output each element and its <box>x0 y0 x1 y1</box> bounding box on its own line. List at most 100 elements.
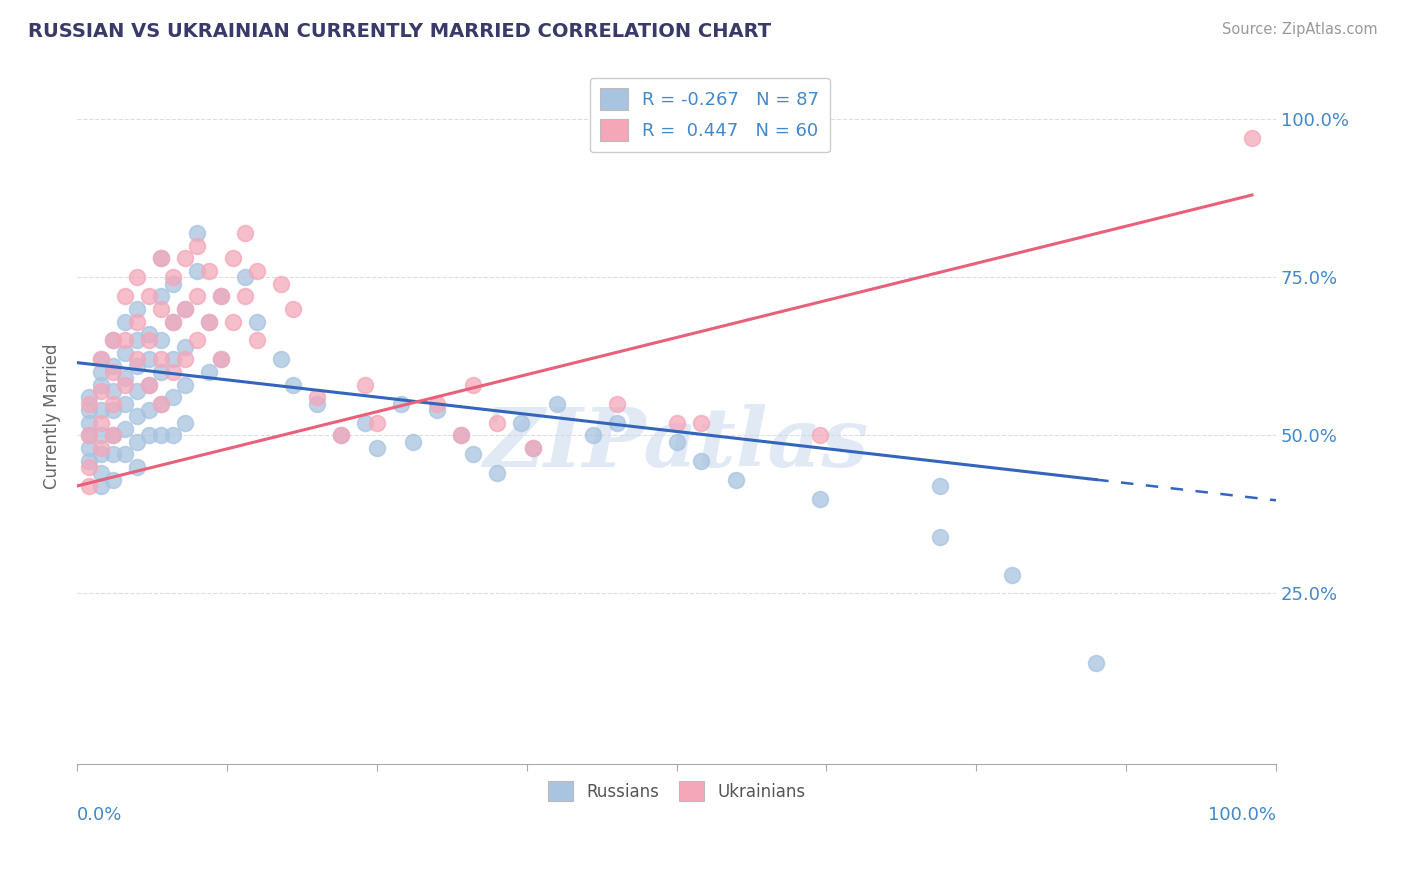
Point <box>90 428 112 442</box>
Point <box>90 384 112 398</box>
Point <box>114 371 136 385</box>
Point <box>174 301 197 316</box>
Point <box>138 377 160 392</box>
Point <box>90 352 112 367</box>
Point <box>90 441 112 455</box>
Point <box>101 384 124 398</box>
Point <box>77 428 100 442</box>
Point <box>222 314 245 328</box>
Point <box>162 314 184 328</box>
Point <box>246 264 269 278</box>
Point <box>114 377 136 392</box>
Point <box>138 428 160 442</box>
Point <box>198 365 221 379</box>
Point <box>353 416 375 430</box>
Point <box>125 409 148 424</box>
Point <box>305 397 328 411</box>
Point <box>426 403 449 417</box>
Point <box>929 479 952 493</box>
Point <box>209 289 232 303</box>
Text: 0.0%: 0.0% <box>77 806 122 824</box>
Point <box>77 403 100 417</box>
Point <box>77 453 100 467</box>
Point <box>929 530 952 544</box>
Point <box>114 422 136 436</box>
Point <box>485 467 508 481</box>
Point <box>125 434 148 449</box>
Point <box>114 397 136 411</box>
Point <box>101 428 124 442</box>
Point <box>162 365 184 379</box>
Point <box>162 428 184 442</box>
Point <box>90 467 112 481</box>
Point <box>77 428 100 442</box>
Point <box>125 334 148 348</box>
Point <box>90 447 112 461</box>
Point <box>162 314 184 328</box>
Point <box>186 264 208 278</box>
Point <box>402 434 425 449</box>
Point <box>689 453 711 467</box>
Point <box>150 334 173 348</box>
Point <box>77 391 100 405</box>
Point <box>186 334 208 348</box>
Point <box>461 377 484 392</box>
Point <box>150 397 173 411</box>
Point <box>246 334 269 348</box>
Point <box>606 397 628 411</box>
Point <box>1085 656 1108 670</box>
Point <box>77 416 100 430</box>
Point <box>138 334 160 348</box>
Point <box>366 416 388 430</box>
Point <box>198 264 221 278</box>
Point <box>125 352 148 367</box>
Legend: Russians, Ukrainians: Russians, Ukrainians <box>541 774 813 808</box>
Y-axis label: Currently Married: Currently Married <box>44 343 60 489</box>
Point <box>77 397 100 411</box>
Point <box>808 491 831 506</box>
Point <box>665 416 688 430</box>
Point <box>329 428 352 442</box>
Point <box>114 314 136 328</box>
Point <box>209 352 232 367</box>
Text: ZIPatlas: ZIPatlas <box>484 404 869 484</box>
Point <box>138 289 160 303</box>
Point <box>209 352 232 367</box>
Point <box>150 252 173 266</box>
Point <box>353 377 375 392</box>
Point <box>186 226 208 240</box>
Point <box>162 277 184 291</box>
Point <box>522 441 544 455</box>
Point <box>77 460 100 475</box>
Point <box>101 473 124 487</box>
Point <box>389 397 412 411</box>
Point <box>90 365 112 379</box>
Point <box>305 391 328 405</box>
Point <box>174 377 197 392</box>
Point <box>426 397 449 411</box>
Point <box>150 289 173 303</box>
Point <box>101 365 124 379</box>
Point <box>281 301 304 316</box>
Point <box>125 460 148 475</box>
Point <box>138 352 160 367</box>
Point <box>125 384 148 398</box>
Point <box>101 397 124 411</box>
Point <box>606 416 628 430</box>
Point <box>90 403 112 417</box>
Point <box>450 428 472 442</box>
Point <box>222 252 245 266</box>
Point <box>808 428 831 442</box>
Point <box>1001 567 1024 582</box>
Point <box>125 301 148 316</box>
Point <box>114 289 136 303</box>
Point <box>485 416 508 430</box>
Point <box>581 428 603 442</box>
Point <box>138 403 160 417</box>
Point <box>125 314 148 328</box>
Point <box>246 314 269 328</box>
Point <box>125 359 148 373</box>
Point <box>198 314 221 328</box>
Point <box>281 377 304 392</box>
Point <box>114 346 136 360</box>
